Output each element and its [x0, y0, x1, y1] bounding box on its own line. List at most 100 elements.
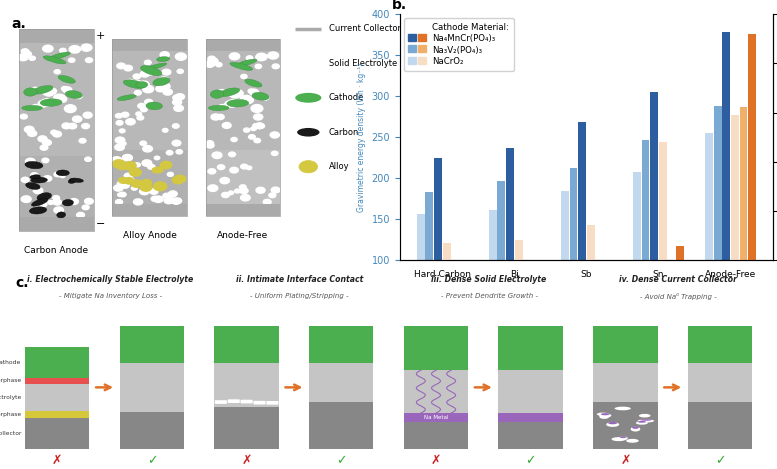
Text: +: +	[96, 31, 105, 41]
Bar	[113, 39, 187, 51]
Bar	[25, 384, 89, 411]
Circle shape	[40, 145, 48, 150]
Text: ✓: ✓	[147, 454, 157, 467]
Circle shape	[251, 105, 263, 113]
Circle shape	[141, 107, 147, 112]
Bar	[214, 402, 279, 448]
Bar	[19, 29, 94, 231]
Circle shape	[206, 143, 214, 148]
Circle shape	[169, 198, 178, 203]
Circle shape	[162, 129, 168, 132]
Circle shape	[124, 162, 136, 170]
Ellipse shape	[639, 414, 650, 417]
Bar	[113, 51, 187, 112]
Circle shape	[21, 177, 29, 182]
Bar	[434, 158, 442, 260]
Circle shape	[240, 95, 252, 103]
Ellipse shape	[31, 177, 47, 183]
Text: a.: a.	[12, 16, 26, 30]
Ellipse shape	[22, 106, 43, 111]
Circle shape	[206, 141, 214, 146]
Bar	[578, 122, 586, 260]
Text: - Avoid Na⁰ Trapping -: - Avoid Na⁰ Trapping -	[640, 293, 717, 300]
Text: Interphase: Interphase	[0, 412, 21, 417]
Ellipse shape	[70, 178, 83, 182]
Circle shape	[131, 82, 138, 87]
Circle shape	[116, 121, 123, 125]
Bar	[206, 204, 280, 216]
Ellipse shape	[58, 76, 75, 83]
Y-axis label: Gravimetric energy density (Wh · kg⁻¹): Gravimetric energy density (Wh · kg⁻¹)	[357, 62, 366, 212]
Bar	[524, 260, 531, 310]
Bar	[532, 260, 540, 268]
Ellipse shape	[230, 62, 253, 70]
Bar	[497, 181, 505, 260]
Text: ✗: ✗	[430, 454, 441, 467]
Ellipse shape	[24, 88, 37, 96]
Circle shape	[61, 86, 68, 91]
Circle shape	[263, 199, 271, 204]
Circle shape	[255, 123, 264, 129]
Bar	[113, 51, 187, 204]
Circle shape	[177, 69, 183, 74]
Circle shape	[228, 91, 238, 97]
Circle shape	[228, 191, 234, 195]
Circle shape	[255, 64, 262, 68]
Circle shape	[113, 160, 125, 168]
Ellipse shape	[68, 179, 76, 183]
Circle shape	[53, 196, 60, 200]
Ellipse shape	[136, 82, 148, 88]
Bar	[499, 370, 563, 422]
Ellipse shape	[615, 407, 631, 410]
Circle shape	[117, 63, 125, 69]
Circle shape	[220, 177, 229, 184]
Ellipse shape	[638, 419, 654, 423]
Circle shape	[115, 144, 124, 151]
Text: Carbon Anode: Carbon Anode	[24, 246, 89, 255]
Circle shape	[54, 70, 61, 74]
Bar	[206, 150, 280, 204]
Bar	[561, 190, 569, 260]
Circle shape	[230, 167, 239, 173]
Bar	[25, 411, 89, 418]
Bar	[404, 413, 469, 422]
Circle shape	[54, 172, 61, 177]
Ellipse shape	[636, 421, 648, 425]
Circle shape	[218, 105, 227, 110]
Circle shape	[172, 198, 182, 204]
Text: Solid Electrolyte: Solid Electrolyte	[329, 59, 397, 68]
Circle shape	[175, 175, 186, 182]
Ellipse shape	[56, 170, 69, 176]
Circle shape	[145, 60, 152, 65]
Circle shape	[172, 140, 181, 146]
Circle shape	[72, 116, 82, 122]
Circle shape	[253, 114, 263, 120]
Ellipse shape	[208, 106, 229, 111]
Bar	[688, 402, 752, 448]
Ellipse shape	[608, 422, 617, 424]
Circle shape	[254, 138, 260, 143]
Text: ii. Intimate Interface Contact: ii. Intimate Interface Contact	[236, 275, 364, 284]
Text: Alloy: Alloy	[329, 162, 350, 171]
Circle shape	[176, 94, 184, 100]
Circle shape	[121, 112, 129, 117]
FancyBboxPatch shape	[214, 400, 227, 404]
Circle shape	[134, 163, 141, 167]
Ellipse shape	[295, 93, 322, 103]
Ellipse shape	[219, 88, 240, 97]
Circle shape	[214, 91, 223, 96]
Circle shape	[268, 52, 278, 59]
Bar	[206, 39, 280, 216]
Text: ✗: ✗	[242, 454, 252, 467]
Circle shape	[222, 122, 231, 129]
Circle shape	[152, 167, 160, 173]
Circle shape	[145, 99, 153, 105]
Ellipse shape	[30, 175, 40, 179]
Circle shape	[85, 58, 92, 62]
Text: ✗: ✗	[620, 454, 631, 467]
Text: Alloy Anode: Alloy Anode	[123, 231, 176, 240]
Circle shape	[172, 99, 182, 105]
Circle shape	[123, 154, 132, 161]
Circle shape	[164, 197, 173, 204]
Circle shape	[230, 91, 241, 98]
